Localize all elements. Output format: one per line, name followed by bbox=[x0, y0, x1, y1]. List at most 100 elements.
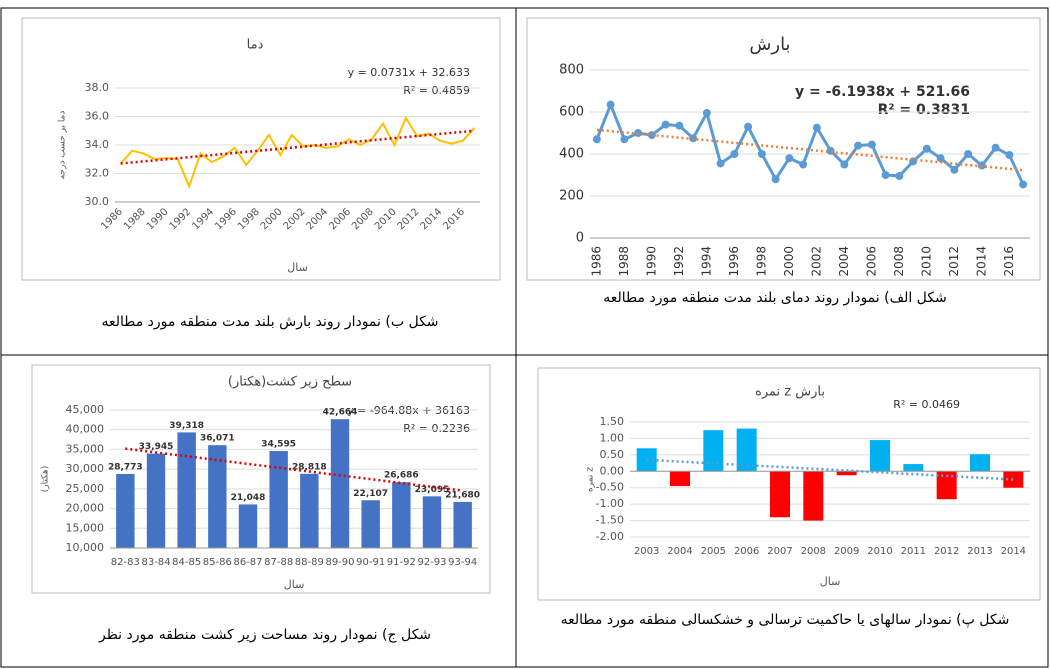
data-label: 21,048 bbox=[231, 493, 266, 503]
x-tick-label: 2002 bbox=[809, 246, 823, 277]
x-tick-label: 1992 bbox=[672, 246, 686, 277]
x-tick-label: 1998 bbox=[754, 246, 768, 277]
data-point bbox=[867, 140, 876, 149]
data-point bbox=[1005, 151, 1014, 160]
trend-line bbox=[596, 128, 1024, 172]
chart-title: نمره z بارش bbox=[755, 385, 825, 400]
bar bbox=[361, 500, 380, 548]
annotation: R² = 0.0469 bbox=[893, 398, 960, 411]
bar bbox=[330, 419, 350, 548]
y-tick-label: 15,000 bbox=[66, 521, 105, 534]
y-tick-label: 10,000 bbox=[66, 541, 105, 554]
data-point bbox=[909, 157, 918, 166]
bar bbox=[238, 504, 258, 548]
data-label: 34,595 bbox=[261, 440, 296, 450]
y-tick-label: 30,000 bbox=[66, 462, 105, 475]
y-tick-label: 32.0 bbox=[85, 167, 110, 180]
y-tick-label: -0.50 bbox=[596, 481, 624, 494]
data-label: 26,686 bbox=[384, 471, 419, 481]
bar bbox=[177, 432, 196, 548]
data-point bbox=[936, 154, 945, 163]
annotation: R² = 0.2236 bbox=[403, 422, 470, 435]
annotation: R² = 0.4859 bbox=[403, 84, 470, 97]
chart-title: بارش bbox=[749, 34, 790, 55]
x-tick-label: 1994 bbox=[699, 246, 713, 277]
x-tick-label: 2008 bbox=[892, 246, 906, 277]
bar bbox=[736, 428, 757, 472]
data-label: 28,773 bbox=[108, 462, 143, 472]
y-tick-label: 35,000 bbox=[66, 442, 105, 455]
y-tick-label: 34.0 bbox=[85, 138, 110, 151]
data-point bbox=[854, 141, 863, 150]
chart-title: سطح زیر کشت(هکتار) bbox=[228, 375, 352, 390]
x-tick-label: 88-89 bbox=[295, 557, 324, 568]
y-tick-label: 0.50 bbox=[600, 448, 625, 461]
chart-frame bbox=[21, 17, 501, 281]
x-tick-label: 83-84 bbox=[141, 557, 170, 568]
x-tick-label: 2014 bbox=[1001, 546, 1026, 557]
x-tick-label: 93-94 bbox=[448, 557, 477, 568]
table-border bbox=[0, 7, 1049, 668]
data-point bbox=[895, 172, 904, 181]
x-tick-label: 84-85 bbox=[172, 557, 201, 568]
annotation: y = -6.1938x + 521.66 bbox=[795, 84, 970, 100]
data-point bbox=[675, 121, 684, 130]
y-tick-label: 30.0 bbox=[85, 195, 110, 208]
data-point bbox=[744, 122, 753, 131]
data-label: 23,095 bbox=[415, 485, 450, 495]
y-tick-label: 600 bbox=[559, 105, 584, 120]
x-tick-label: 2004 bbox=[837, 246, 851, 277]
y-axis-label: دما بر حسب درجه bbox=[58, 111, 68, 180]
bar bbox=[146, 453, 166, 548]
y-tick-label: 20,000 bbox=[66, 502, 105, 515]
y-tick-label: 800 bbox=[559, 63, 584, 78]
y-tick-label: 1.00 bbox=[600, 431, 625, 444]
bar bbox=[903, 464, 924, 472]
caption: شکل ب) نمودار روند بارش بلند مدت منطقه م… bbox=[101, 314, 438, 330]
data-point bbox=[964, 150, 973, 158]
data-point bbox=[922, 144, 931, 153]
chart-frame bbox=[31, 364, 491, 594]
data-label: 22,107 bbox=[353, 489, 388, 499]
bar bbox=[300, 473, 319, 548]
chart-title: دما bbox=[247, 38, 264, 53]
data-point bbox=[991, 143, 1000, 152]
chart-frame bbox=[526, 17, 1041, 281]
data-point bbox=[730, 150, 739, 158]
caption: شکل پ) نمودار سالهای یا حاکمیت ترسالی و … bbox=[561, 612, 1010, 628]
x-tick-label: 89-90 bbox=[325, 557, 354, 568]
data-point bbox=[716, 159, 725, 168]
x-tick-label: 1986 bbox=[589, 246, 603, 277]
data-point bbox=[840, 160, 849, 169]
y-axis-label: (هکتار) bbox=[41, 466, 51, 493]
y-tick-label: 40,000 bbox=[66, 423, 105, 436]
bar bbox=[422, 496, 442, 548]
bar bbox=[670, 471, 690, 487]
bar bbox=[936, 471, 957, 500]
data-label: 42,664 bbox=[323, 408, 358, 418]
data-point bbox=[881, 171, 890, 179]
x-tick-label: 2010 bbox=[919, 246, 933, 277]
data-point bbox=[950, 165, 959, 174]
data-point bbox=[620, 135, 629, 144]
data-point bbox=[799, 160, 808, 169]
x-tick-label: 90-91 bbox=[356, 557, 385, 568]
caption: شکل الف) نمودار روند دمای بلند مدت منطقه… bbox=[603, 290, 947, 306]
x-tick-label: 86-87 bbox=[233, 557, 262, 568]
caption: شکل ج) نمودار روند مساحت زیر کشت منطقه م… bbox=[98, 627, 431, 643]
bar bbox=[970, 454, 990, 472]
bar bbox=[453, 501, 472, 548]
data-point bbox=[785, 154, 794, 163]
bar bbox=[1003, 471, 1024, 488]
data-point bbox=[757, 150, 766, 158]
data-point bbox=[812, 123, 821, 132]
y-tick-label: -1.50 bbox=[596, 514, 624, 527]
data-point bbox=[606, 100, 615, 109]
x-axis-label: سال bbox=[820, 575, 841, 588]
x-tick-label: 2009 bbox=[834, 546, 859, 557]
bar bbox=[116, 473, 135, 548]
data-point bbox=[592, 135, 601, 144]
y-tick-label: 25,000 bbox=[66, 482, 105, 495]
y-tick-label: 0 bbox=[576, 231, 584, 246]
x-tick-label: 2004 bbox=[667, 546, 692, 557]
